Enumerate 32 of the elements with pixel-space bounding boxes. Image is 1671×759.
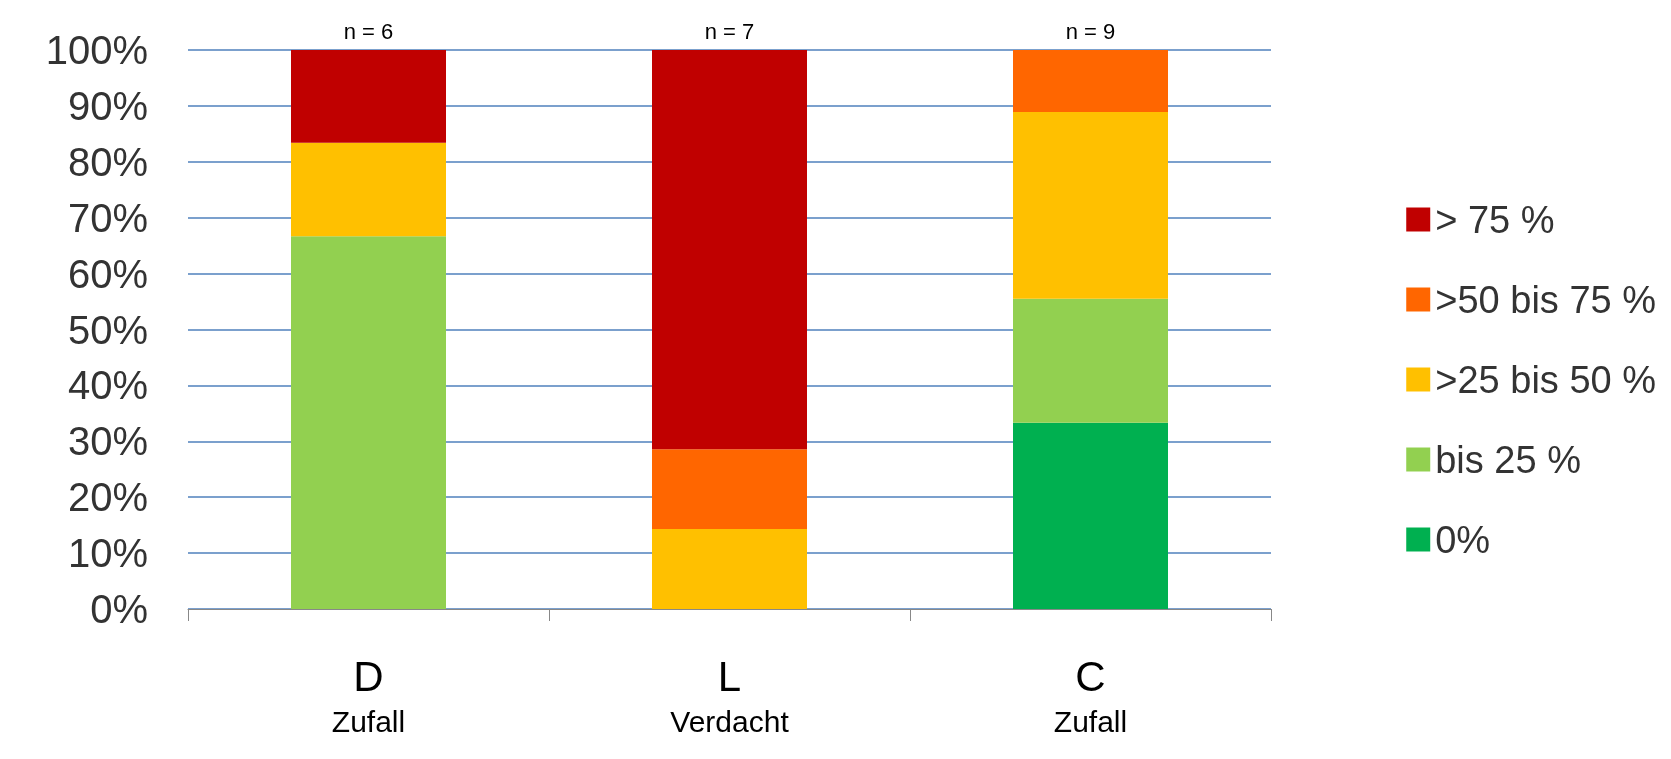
annotation: n = 9 bbox=[1065, 18, 1116, 44]
x-tick-label: L Verdacht bbox=[670, 652, 790, 738]
bar bbox=[1013, 422, 1168, 609]
bar bbox=[291, 50, 446, 143]
y-tick-label: 0% bbox=[90, 587, 148, 631]
bar bbox=[1013, 50, 1168, 113]
bar bbox=[291, 142, 446, 237]
y-tick-label: 70% bbox=[67, 195, 148, 240]
y-tick-label: 30% bbox=[67, 419, 148, 464]
legend-label: >50 bis 75 % bbox=[1435, 278, 1656, 321]
y-tick-label: 90% bbox=[67, 83, 148, 128]
bar bbox=[652, 50, 807, 450]
bar bbox=[652, 449, 807, 530]
bar bbox=[652, 529, 807, 609]
legend-label: bis 25 % bbox=[1435, 438, 1581, 481]
y-tick-label: 80% bbox=[67, 139, 148, 184]
bar bbox=[1013, 298, 1168, 423]
legend-label: 0% bbox=[1435, 518, 1491, 561]
y-tick-label: 40% bbox=[67, 363, 148, 408]
x-tick-label: D Zufall bbox=[331, 652, 406, 738]
annotation: n = 6 bbox=[343, 18, 394, 44]
annotation: n = 7 bbox=[704, 18, 755, 44]
y-tick-label: 20% bbox=[67, 475, 148, 520]
y-tick-label: 50% bbox=[67, 307, 148, 352]
legend-label: > 75 % bbox=[1435, 198, 1555, 241]
bar bbox=[1013, 112, 1168, 299]
y-tick-label: 100% bbox=[45, 28, 148, 72]
y-tick-label: 60% bbox=[67, 251, 148, 296]
bar bbox=[291, 236, 446, 609]
y-tick-label: 10% bbox=[67, 531, 148, 576]
legend-label: >25 bis 50 % bbox=[1435, 358, 1656, 401]
x-tick-label: C Zufall bbox=[1053, 652, 1128, 738]
